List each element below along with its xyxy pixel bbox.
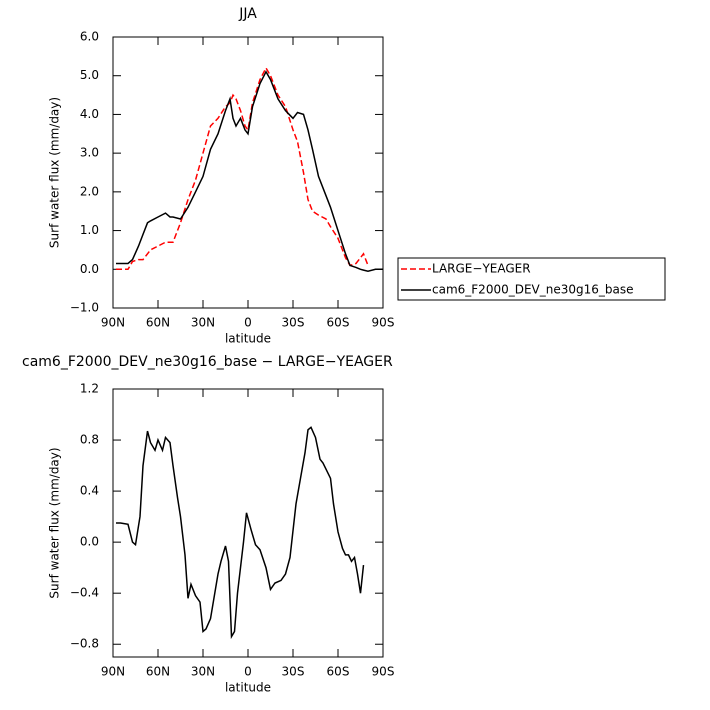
- y-tick-label: 0.0: [80, 535, 99, 549]
- y-axis-label: Surf water flux (mm/day): [48, 97, 62, 248]
- y-tick-label: 5.0: [80, 68, 99, 82]
- y-tick-label: 0.4: [80, 484, 99, 498]
- y-tick-label: −0.8: [70, 637, 99, 651]
- x-axis-label: latitude: [225, 681, 271, 695]
- chart-title: JJA: [238, 6, 257, 22]
- x-tick-label: 90N: [101, 316, 125, 330]
- data-line: [116, 66, 369, 271]
- x-tick-label: 90S: [372, 665, 395, 679]
- x-tick-label: 30S: [282, 665, 305, 679]
- y-tick-label: 0.0: [80, 262, 99, 276]
- y-tick-label: 4.0: [80, 107, 99, 121]
- y-tick-label: 3.0: [80, 146, 99, 160]
- y-axis-label: Surf water flux (mm/day): [48, 447, 62, 598]
- legend-label: cam6_F2000_DEV_ne30g16_base: [432, 283, 634, 297]
- legend-box: [397, 257, 666, 301]
- y-tick-label: −0.4: [70, 586, 99, 600]
- x-axis-label: latitude: [225, 332, 271, 346]
- y-tick-label: 6.0: [80, 30, 99, 44]
- x-tick-label: 60S: [327, 316, 350, 330]
- plot-frame: [112, 388, 384, 658]
- x-tick-label: 60S: [327, 665, 350, 679]
- plot-frame: [112, 36, 384, 309]
- x-tick-label: 0: [244, 665, 252, 679]
- x-tick-label: 60N: [146, 665, 170, 679]
- y-tick-label: −1.0: [70, 301, 99, 315]
- y-tick-label: 1.0: [80, 223, 99, 237]
- data-line: [116, 70, 383, 272]
- y-tick-label: 0.8: [80, 433, 99, 447]
- x-tick-label: 90N: [101, 665, 125, 679]
- y-tick-label: 2.0: [80, 184, 99, 198]
- chart-title: cam6_F2000_DEV_ne30g16_base − LARGE−YEAG…: [22, 354, 393, 370]
- x-tick-label: 30S: [282, 316, 305, 330]
- x-tick-label: 60N: [146, 316, 170, 330]
- x-tick-label: 90S: [372, 316, 395, 330]
- x-tick-label: 30N: [191, 665, 215, 679]
- x-tick-label: 30N: [191, 316, 215, 330]
- x-tick-label: 0: [244, 316, 252, 330]
- legend-label: LARGE−YEAGER: [432, 262, 531, 276]
- y-tick-label: 1.2: [80, 382, 99, 396]
- data-line: [116, 426, 365, 640]
